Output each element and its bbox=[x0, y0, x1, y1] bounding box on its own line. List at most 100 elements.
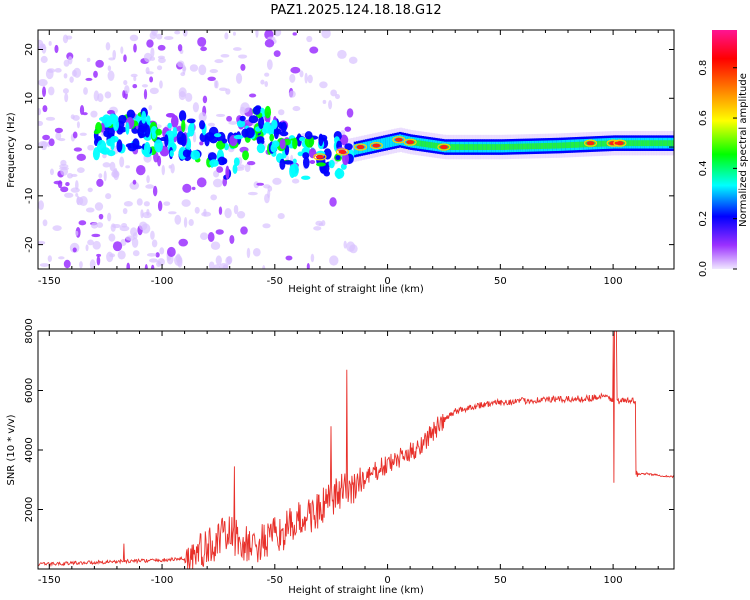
spectrogram-noise-blob bbox=[183, 217, 188, 228]
spectrogram-noise-blob bbox=[152, 185, 158, 197]
spectrogram-band bbox=[649, 140, 652, 147]
spectrogram-band bbox=[572, 141, 576, 148]
spectrogram-noise-blob bbox=[167, 211, 177, 215]
spectrogram-noise-blob bbox=[321, 30, 331, 39]
spectrogram-noise-blob bbox=[322, 99, 327, 104]
spectrogram-ridge-blob bbox=[292, 137, 298, 150]
spectrogram-noise-blob bbox=[90, 110, 98, 118]
x-tick-label: 0 bbox=[384, 575, 390, 586]
spectrogram-noise-blob bbox=[54, 127, 63, 134]
spectrogram-noise-blob bbox=[107, 65, 112, 72]
spectrogram-noise-blob bbox=[262, 265, 266, 269]
spectrogram-ridge-blob bbox=[271, 140, 280, 148]
spectrogram-band bbox=[568, 142, 571, 149]
spectrogram-noise-blob bbox=[38, 108, 42, 116]
spectrogram-ridge-blob bbox=[279, 138, 286, 150]
x-tick-label: -50 bbox=[267, 575, 283, 586]
spectrogram-ridge-blob bbox=[167, 122, 173, 129]
spectrogram-noise-blob bbox=[328, 100, 333, 110]
spectrogram-ridge-blob bbox=[199, 141, 204, 146]
spectrogram-noise-blob bbox=[149, 87, 159, 95]
spectrogram-band bbox=[635, 140, 639, 147]
spectrogram-noise-blob bbox=[48, 138, 55, 147]
spectrogram-noise-blob bbox=[202, 95, 208, 104]
spectrogram-noise-blob bbox=[209, 69, 219, 74]
spectrogram-ridge-blob bbox=[335, 155, 341, 161]
spectrogram-noise-blob bbox=[87, 187, 93, 193]
spectrogram-noise-blob bbox=[76, 195, 80, 205]
spectrogram-noise-blob bbox=[78, 220, 87, 226]
spectrogram-noise-blob bbox=[123, 54, 127, 63]
spectrogram-noise-blob bbox=[79, 105, 85, 116]
spectrogram-ridge-blob bbox=[233, 157, 240, 167]
spectrogram-noise-blob bbox=[307, 74, 313, 84]
spectrogram-noise-blob bbox=[213, 264, 221, 269]
spectrogram-noise-blob bbox=[122, 208, 128, 215]
x-tick-label: 100 bbox=[604, 276, 623, 287]
spectrogram-band bbox=[534, 143, 537, 150]
spectrogram-noise-blob bbox=[38, 200, 44, 211]
spectrogram-band bbox=[644, 140, 648, 147]
spectrogram-band bbox=[513, 143, 517, 150]
snr-x-label: Height of straight line (km) bbox=[288, 585, 424, 596]
spectrogram-band bbox=[489, 144, 492, 150]
spectrogram-ridge-blob bbox=[302, 152, 310, 160]
spectrogram-noise-blob bbox=[228, 121, 238, 125]
spectrogram-noise-blob bbox=[79, 196, 88, 207]
spectrogram-noise-blob bbox=[151, 30, 158, 37]
spectrogram-noise-blob bbox=[52, 225, 62, 231]
spectrogram-noise-blob bbox=[45, 116, 56, 121]
spectrogram-noise-blob bbox=[148, 104, 153, 111]
spectrogram-noise-blob bbox=[133, 43, 137, 53]
spectrogram-noise-blob bbox=[119, 156, 125, 168]
spectrogram-band bbox=[577, 141, 580, 148]
spectrogram-band bbox=[522, 143, 526, 150]
spectrogram-noise-blob bbox=[125, 235, 136, 241]
spectrogram-noise-blob bbox=[146, 175, 150, 184]
spectrogram-noise-blob bbox=[112, 168, 119, 178]
spectrogram-noise-blob bbox=[180, 72, 186, 77]
spectrogram-noise-blob bbox=[194, 206, 200, 214]
spectrogram-noise-blob bbox=[135, 164, 146, 176]
x-tick-label: -150 bbox=[38, 276, 61, 287]
spectrogram-band bbox=[581, 141, 585, 148]
spectrogram-ridge-blob bbox=[110, 138, 115, 151]
x-tick-label: -100 bbox=[151, 575, 174, 586]
spectrogram-ridge-blob bbox=[178, 110, 187, 122]
spectrogram-noise-blob bbox=[208, 261, 215, 269]
spectrogram-noise-blob bbox=[58, 256, 65, 260]
spectrogram-band bbox=[631, 140, 634, 147]
spectrogram-noise-blob bbox=[38, 240, 46, 245]
spectrogram-noise-blob bbox=[232, 31, 236, 36]
spectrogram-band bbox=[658, 140, 661, 147]
spectrogram-ridge-blob bbox=[118, 126, 127, 133]
spectrogram-ridge-blob bbox=[318, 133, 324, 147]
spectrogram-noise-blob bbox=[85, 244, 89, 252]
spectrogram-noise-blob bbox=[157, 200, 163, 212]
spectrogram-noise-blob bbox=[240, 63, 246, 71]
y-tick-label: 6000 bbox=[24, 378, 35, 403]
spectrogram-noise-blob bbox=[192, 102, 199, 113]
spectrogram-noise-blob bbox=[49, 168, 54, 176]
x-tick-label: 50 bbox=[494, 276, 507, 287]
spectrogram-ridge-blob bbox=[301, 175, 311, 180]
spectrogram-noise-blob bbox=[87, 239, 94, 246]
spectrogram-noise-blob bbox=[189, 64, 199, 72]
spectrogram-noise-blob bbox=[161, 164, 166, 176]
spectrogram-noise-blob bbox=[104, 91, 112, 99]
spectrogram-noise-blob bbox=[225, 88, 231, 95]
spectrogram-hotspot-ring bbox=[437, 143, 451, 151]
spectrogram-hotspot-ring bbox=[583, 139, 598, 147]
spectrogram-noise-blob bbox=[149, 76, 154, 83]
spectrogram-noise-blob bbox=[75, 230, 79, 236]
spectrogram-band bbox=[468, 144, 472, 150]
chart-title: PAZ1.2025.124.18.18.G12 bbox=[270, 3, 441, 18]
spectrogram-noise-blob bbox=[48, 40, 52, 46]
spectrogram-noise-blob bbox=[222, 264, 229, 269]
spectrogram-ridge-blob bbox=[169, 150, 175, 157]
spectrogram-band bbox=[432, 142, 436, 149]
spectrogram-noise-blob bbox=[299, 70, 304, 78]
spectrogram-ridge-blob bbox=[334, 168, 345, 179]
spectrogram-noise-blob bbox=[177, 60, 185, 68]
spectrogram-ridge-blob bbox=[213, 133, 222, 138]
